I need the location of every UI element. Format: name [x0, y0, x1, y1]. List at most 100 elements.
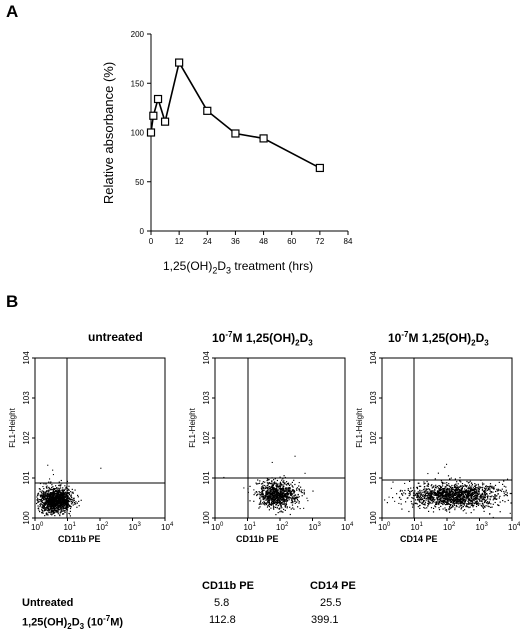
- x-tick-exponent: 4: [350, 522, 354, 528]
- event-dot: [36, 494, 38, 496]
- event-dot: [262, 490, 264, 492]
- event-dot: [49, 482, 51, 484]
- event-dot: [60, 506, 62, 508]
- event-dot: [255, 482, 257, 484]
- event-dot: [460, 508, 462, 510]
- event-dot: [69, 515, 71, 517]
- event-dot: [72, 500, 74, 502]
- event-dot: [440, 505, 442, 507]
- event-dot: [265, 487, 267, 489]
- event-dot: [271, 487, 273, 490]
- event-dot: [55, 495, 58, 497]
- event-dot: [471, 493, 473, 495]
- event-dot: [464, 493, 466, 495]
- event-dot: [485, 485, 487, 487]
- event-dot: [464, 502, 466, 504]
- event-dot: [470, 494, 472, 497]
- value-untreated-cd14: 25.5: [320, 597, 342, 609]
- event-dot: [287, 482, 290, 484]
- event-dot: [442, 497, 444, 499]
- event-dot: [265, 495, 268, 497]
- event-dot: [270, 492, 272, 494]
- event-dot: [453, 499, 455, 502]
- event-dot: [437, 487, 439, 489]
- event-dot: [444, 491, 446, 493]
- event-dot: [443, 494, 445, 497]
- event-dot: [68, 500, 70, 503]
- event-dot: [447, 484, 449, 487]
- event-dot: [283, 480, 285, 482]
- event-dot: [477, 488, 479, 490]
- event-dot: [450, 493, 452, 496]
- event-dot: [266, 478, 268, 480]
- event-dot: [467, 495, 469, 497]
- event-dot: [268, 486, 270, 488]
- event-dot: [264, 496, 266, 498]
- event-dot: [447, 498, 449, 500]
- event-dot: [284, 489, 286, 491]
- event-dot: [454, 485, 456, 487]
- event-dot: [430, 493, 432, 495]
- event-dot: [39, 505, 41, 508]
- event-dot: [283, 475, 285, 477]
- event-dot: [59, 503, 61, 505]
- event-dot: [477, 494, 479, 496]
- event-dot: [60, 495, 62, 497]
- col-header-cd11b: CD11b PE: [202, 580, 254, 592]
- event-dot: [442, 490, 444, 492]
- event-dot: [271, 482, 273, 484]
- event-dot: [69, 507, 72, 510]
- event-dot: [469, 494, 471, 496]
- event-dot: [57, 503, 60, 505]
- event-dot: [276, 507, 278, 509]
- event-dot: [49, 497, 51, 499]
- event-dot: [40, 502, 42, 505]
- event-dot: [455, 505, 457, 507]
- event-dot: [441, 499, 443, 501]
- data-point: [146, 128, 156, 137]
- event-dot: [419, 507, 421, 509]
- event-dot: [468, 488, 470, 490]
- event-dot: [63, 493, 65, 495]
- event-dot: [437, 499, 439, 501]
- event-dot: [460, 491, 463, 493]
- event-dot: [268, 479, 270, 481]
- x-axis-label: 1,25(OH)2D3 treatment (hrs): [163, 259, 313, 275]
- event-dot: [291, 504, 294, 506]
- event-dot: [50, 493, 52, 495]
- event-dot: [438, 491, 441, 493]
- event-dot: [430, 507, 433, 509]
- event-dot: [66, 508, 68, 511]
- event-dot: [279, 502, 281, 504]
- event-dot: [498, 481, 500, 483]
- event-dot: [276, 494, 278, 496]
- event-dot: [409, 494, 411, 496]
- event-dot: [448, 491, 450, 494]
- event-dot: [47, 489, 49, 491]
- event-dot: [289, 513, 291, 516]
- event-dot: [294, 500, 296, 502]
- event-dot: [55, 490, 57, 493]
- event-dot: [400, 498, 402, 500]
- col-header-cd14: CD14 PE: [310, 580, 356, 592]
- event-dot: [276, 499, 278, 501]
- event-dot: [49, 488, 51, 490]
- event-dot: [39, 511, 41, 513]
- event-dot: [63, 489, 65, 491]
- event-dot: [268, 491, 270, 493]
- event-dot: [460, 502, 462, 504]
- event-dot: [426, 507, 428, 509]
- event-dot: [504, 501, 506, 503]
- event-dot: [41, 496, 43, 498]
- event-dot: [442, 494, 444, 496]
- event-dot: [268, 509, 270, 511]
- event-dot: [274, 502, 276, 504]
- event-dot: [290, 497, 292, 499]
- event-dot: [45, 483, 47, 485]
- event-dot: [57, 505, 59, 507]
- event-dot: [264, 497, 266, 499]
- event-dot: [454, 502, 456, 504]
- event-dot: [399, 490, 401, 492]
- event-dot: [56, 502, 58, 504]
